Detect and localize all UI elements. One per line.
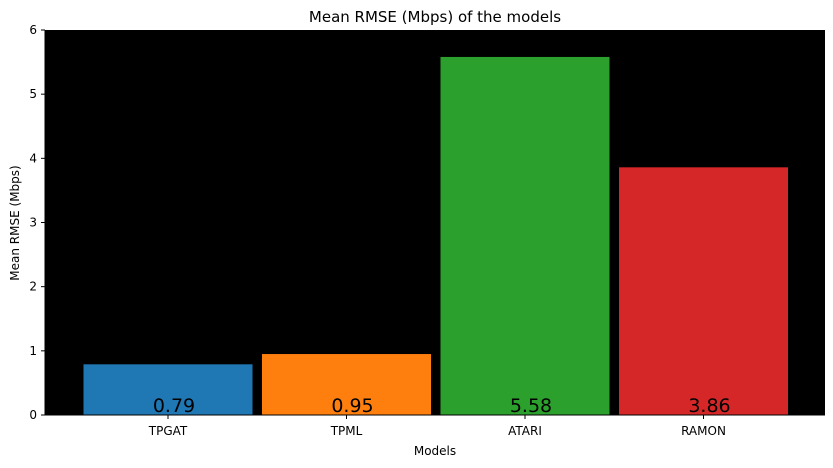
bar-ramon bbox=[619, 167, 788, 415]
y-axis-label: Mean RMSE (Mbps) bbox=[8, 165, 22, 280]
y-axis: 0 1 2 3 4 5 6 bbox=[29, 23, 46, 422]
x-tick-label-ramon: RAMON bbox=[681, 424, 726, 438]
bar-atari bbox=[440, 56, 610, 415]
y-tick-label: 5 bbox=[29, 87, 37, 101]
bar-tpml bbox=[262, 354, 431, 415]
y-tick-label: 0 bbox=[29, 408, 37, 422]
data-label-tpml: 0.95 bbox=[331, 395, 373, 417]
x-axis: TPGAT TPML ATARI RAMON bbox=[45, 414, 825, 438]
y-tick-label: 3 bbox=[29, 216, 37, 230]
data-label-ramon: 3.86 bbox=[688, 395, 730, 417]
data-label-atari: 5.58 bbox=[510, 395, 552, 417]
x-tick-label-tpgat: TPGAT bbox=[148, 424, 188, 438]
y-tick-label: 6 bbox=[29, 23, 37, 37]
bars bbox=[83, 56, 788, 415]
data-label-tpgat: 0.79 bbox=[153, 395, 195, 417]
y-tick-label: 1 bbox=[29, 344, 37, 358]
bar-tpgat bbox=[83, 364, 253, 415]
x-tick-label-atari: ATARI bbox=[508, 424, 542, 438]
y-tick-label: 2 bbox=[29, 280, 37, 294]
data-labels: 0.79 0.95 5.58 3.86 bbox=[153, 395, 731, 417]
x-tick-label-tpml: TPML bbox=[330, 424, 363, 438]
x-axis-label: Models bbox=[414, 444, 456, 458]
y-tick-label: 4 bbox=[29, 151, 37, 165]
chart-title: Mean RMSE (Mbps) of the models bbox=[309, 8, 561, 26]
